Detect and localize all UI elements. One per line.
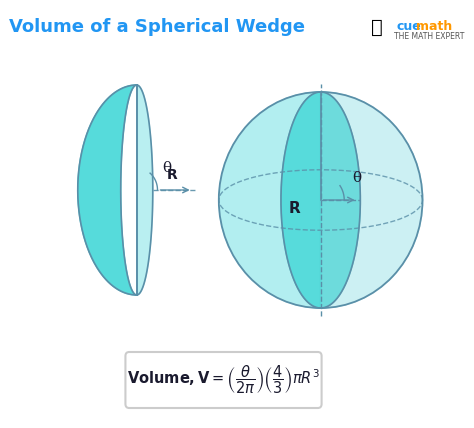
- Polygon shape: [320, 92, 360, 308]
- Text: THE MATH EXPERT: THE MATH EXPERT: [394, 32, 465, 41]
- Polygon shape: [78, 85, 137, 295]
- Text: Volume of a Spherical Wedge: Volume of a Spherical Wedge: [9, 18, 305, 36]
- Text: cue: cue: [396, 20, 421, 33]
- Text: math: math: [416, 20, 452, 33]
- Text: 🚀: 🚀: [371, 18, 383, 37]
- Polygon shape: [320, 92, 422, 308]
- FancyBboxPatch shape: [126, 352, 321, 408]
- Text: $\mathbf{Volume, V} = \left(\dfrac{\theta}{2\pi}\right)\left(\dfrac{4}{3}\right): $\mathbf{Volume, V} = \left(\dfrac{\thet…: [127, 364, 320, 396]
- Circle shape: [219, 92, 422, 308]
- Polygon shape: [281, 92, 320, 308]
- Polygon shape: [137, 85, 153, 295]
- Text: θ: θ: [163, 161, 172, 175]
- Text: R: R: [288, 200, 300, 216]
- Text: R: R: [167, 168, 177, 182]
- Text: θ: θ: [352, 171, 361, 185]
